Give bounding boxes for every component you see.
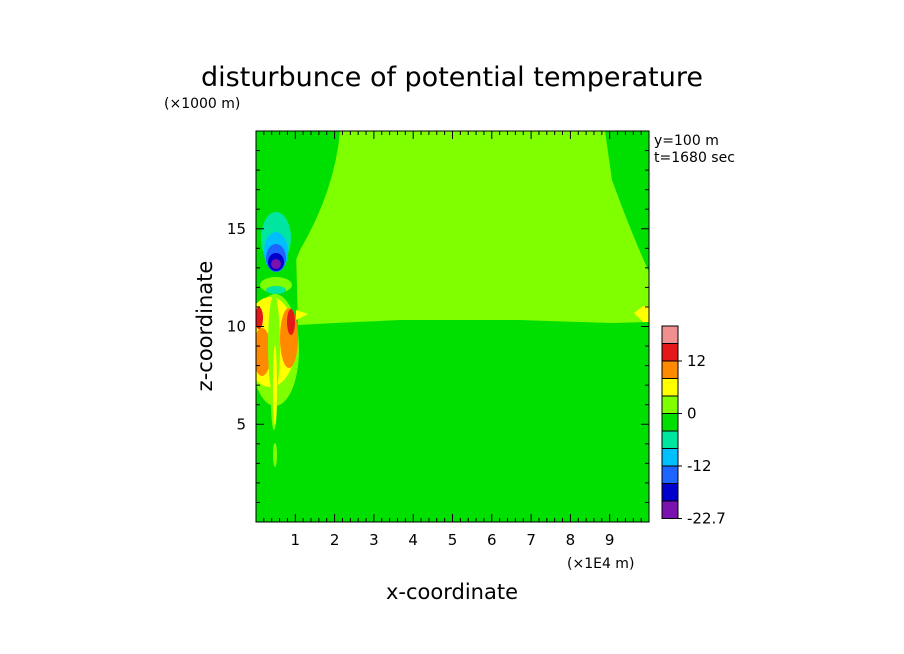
chart-title: disturbunce of potential temperature [201,62,703,93]
plume [256,212,299,467]
x-tick-label: 9 [605,531,615,549]
annotation-t: t=1680 sec [654,150,735,166]
y-tick-label: 5 [236,415,246,433]
y-axis-label: z-coordinate [193,261,217,392]
colorbar-swatch [661,360,679,379]
x-tick-label: 4 [408,531,418,549]
colorbar-label: -22.7 [687,510,726,528]
x-tick-label: 3 [369,531,379,549]
y-axis: 5 10 15 [227,130,649,523]
plot-area [256,131,649,522]
colorbar-swatch [661,395,679,414]
colorbar-swatch [661,483,679,502]
right-yellow-spike [634,306,649,322]
colorbar-swatch [661,343,679,362]
y-unit-label: (×1000 m) [164,96,240,112]
annotation-y: y=100 m [654,133,719,149]
upper-positive-region [256,131,649,325]
x-tick-label: 7 [526,531,536,549]
y-tick-label: 15 [227,220,246,238]
x-tick-label: 6 [487,531,497,549]
x-axis: 1 2 3 4 5 6 7 8 9 [255,131,650,549]
colorbar-label: 0 [687,405,697,423]
colorbar-swatch [661,500,679,519]
left-yellow-spike [296,310,308,320]
colorbar-swatch [661,325,679,344]
colorbar-label: 12 [687,352,706,370]
upper-right-neutral-lobe [605,131,649,272]
y-tick-label: 10 [227,318,246,336]
colorbar-label: -12 [687,457,712,475]
colorbar-swatch [661,448,679,467]
x-tick-label: 1 [291,531,301,549]
x-tick-label: 5 [448,531,458,549]
colorbar-swatch [661,378,679,397]
x-tick-label: 8 [566,531,576,549]
colorbar: 12 0 -12 -22.7 [661,325,726,528]
x-axis-label: x-coordinate [386,580,518,604]
colorbar-swatch [661,465,679,484]
x-unit-label: (×1E4 m) [567,556,634,572]
colorbar-swatch [661,430,679,449]
colorbar-swatch [661,413,679,432]
x-tick-label: 2 [330,531,340,549]
